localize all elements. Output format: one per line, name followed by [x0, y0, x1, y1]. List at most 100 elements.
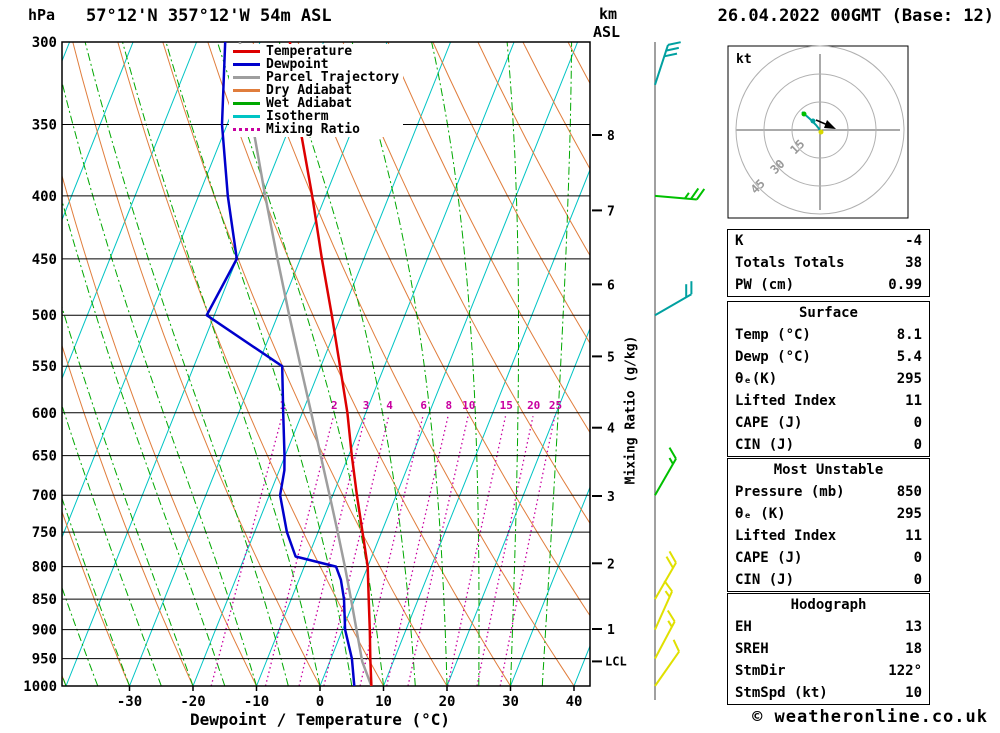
- stat-row: Pressure (mb) 850: [728, 481, 929, 503]
- stat-label: EH: [735, 619, 752, 635]
- legend-line-sample: [233, 63, 260, 66]
- stat-row: CAPE (J) 0: [728, 547, 929, 569]
- stat-row: SREH 18: [728, 638, 929, 660]
- wind-barb: [654, 580, 674, 631]
- indices-panel: K -4 Totals Totals 38 PW (cm) 0.99: [727, 229, 930, 297]
- legend-label: Mixing Ratio: [266, 122, 360, 137]
- km-tick-label: 7: [607, 204, 615, 219]
- stat-label: θₑ (K): [735, 506, 786, 522]
- stat-row: Totals Totals 38: [728, 252, 929, 274]
- legend-row: Temperature: [233, 45, 399, 58]
- wind-barb: [654, 609, 676, 660]
- stat-row: Lifted Index 11: [728, 390, 929, 412]
- stat-value: -4: [905, 233, 922, 249]
- pressure-tick-label: 850: [32, 592, 57, 608]
- legend-label: Temperature: [266, 44, 353, 59]
- wind-barb: [654, 281, 693, 317]
- stat-value: 11: [905, 528, 922, 544]
- hodograph-stats-rows: EH 13 SREH 18 StmDir 122° StmSpd (kt) 10: [728, 616, 929, 704]
- stat-value: 18: [905, 641, 922, 657]
- temperature-tick-label: -20: [180, 694, 205, 710]
- stat-value: 0: [913, 437, 922, 453]
- temperature-tick-label: 10: [375, 694, 392, 710]
- stat-label: PW (cm): [735, 277, 795, 293]
- stat-label: StmDir: [735, 663, 786, 679]
- stat-value: 11: [905, 393, 922, 409]
- stat-label: SREH: [735, 641, 769, 657]
- pressure-tick-label: 600: [32, 406, 57, 422]
- stat-label: Lifted Index: [735, 528, 837, 544]
- wind-barb: [654, 639, 681, 687]
- pressure-tick-label: 800: [32, 560, 57, 576]
- legend-row: Dry Adiabat: [233, 84, 399, 97]
- mixing-ratio-value-label: 6: [420, 399, 427, 412]
- stat-label: CAPE (J): [735, 550, 803, 566]
- wind-barb: [654, 41, 681, 86]
- stat-label: θₑ(K): [735, 371, 778, 387]
- km-axis-unit-label: km: [599, 5, 618, 23]
- mixing-ratio-axis-title: Mixing Ratio (g/kg): [623, 335, 639, 485]
- temperature-curve: [288, 42, 373, 686]
- stat-label: CIN (J): [735, 572, 795, 588]
- legend-line-sample: [233, 102, 260, 105]
- wind-barb: [654, 187, 706, 201]
- stat-row: K -4: [728, 230, 929, 252]
- storm-motion-arrowhead: [824, 120, 836, 129]
- stat-label: Totals Totals: [735, 255, 845, 271]
- pressure-tick-label: 350: [32, 118, 57, 134]
- wind-barb-column: [654, 41, 706, 700]
- stat-row: StmDir 122°: [728, 660, 929, 682]
- pressure-tick-label: 500: [32, 308, 57, 324]
- legend-label: Isotherm: [266, 109, 329, 124]
- hodograph-ring: [791, 101, 849, 159]
- stat-value: 0: [913, 550, 922, 566]
- stat-label: StmSpd (kt): [735, 685, 828, 701]
- asl-axis-label: ASL: [593, 23, 621, 41]
- hodograph-ring: [763, 73, 877, 187]
- legend-label: Dry Adiabat: [266, 83, 353, 98]
- legend-label: Parcel Trajectory: [266, 70, 400, 85]
- legend-label: Wet Adiabat: [266, 96, 353, 111]
- stat-value: 0: [913, 572, 922, 588]
- stat-row: θₑ(K) 295: [728, 368, 929, 390]
- km-tick-label: 3: [607, 490, 615, 505]
- legend-line-sample: [233, 76, 260, 79]
- km-tick-label: 1: [607, 623, 615, 638]
- pressure-tick-label: 700: [32, 488, 57, 504]
- stat-value: 295: [896, 371, 922, 387]
- hodograph-stats-panel: Hodograph EH 13 SREH 18 StmDir 122° StmSpd (kt…: [727, 593, 930, 705]
- stat-label: Pressure (mb): [735, 484, 845, 500]
- pressure-tick-label: 400: [32, 189, 57, 205]
- parcel-trajectory-curve: [238, 42, 373, 686]
- legend-row: Isotherm: [233, 110, 399, 123]
- pressure-tick-label: 650: [32, 449, 57, 465]
- sounding-curves: [205, 42, 373, 686]
- temperature-tick-label: -10: [244, 694, 269, 710]
- pressure-axis-unit-label: hPa: [28, 6, 56, 24]
- temperature-tick-label: 20: [439, 694, 456, 710]
- stat-label: CIN (J): [735, 437, 795, 453]
- surface-rows: Temp (°C) 8.1 Dewp (°C) 5.4 θₑ(K) 295 Lifted I…: [728, 324, 929, 456]
- stat-row: Lifted Index 11: [728, 525, 929, 547]
- pressure-tick-label: 550: [32, 359, 57, 375]
- stat-row: θₑ (K) 295: [728, 503, 929, 525]
- most-unstable-rows: Pressure (mb) 850 θₑ (K) 295 Lifted Index 11 C…: [728, 481, 929, 591]
- hodograph-point-green: [801, 111, 807, 117]
- legend-row: Parcel Trajectory: [233, 71, 399, 84]
- most-unstable-panel-title: Most Unstable: [773, 462, 884, 478]
- stat-label: Lifted Index: [735, 393, 837, 409]
- stat-label: Dewp (°C): [735, 349, 811, 365]
- lcl-label: LCL: [605, 654, 627, 668]
- stat-value: 10: [905, 685, 922, 701]
- temperature-tick-label: 0: [316, 694, 324, 710]
- km-tick-label: 8: [607, 129, 615, 144]
- stat-label: K: [735, 233, 744, 249]
- mixing-ratio-lines: [210, 416, 556, 686]
- stat-row: Dewp (°C) 5.4: [728, 346, 929, 368]
- plot-border: [61, 41, 591, 687]
- legend-line-sample: [233, 115, 260, 118]
- stat-value: 295: [896, 506, 922, 522]
- stat-row: StmSpd (kt) 10: [728, 682, 929, 704]
- stat-value: 5.4: [896, 349, 922, 365]
- stat-value: 38: [905, 255, 922, 271]
